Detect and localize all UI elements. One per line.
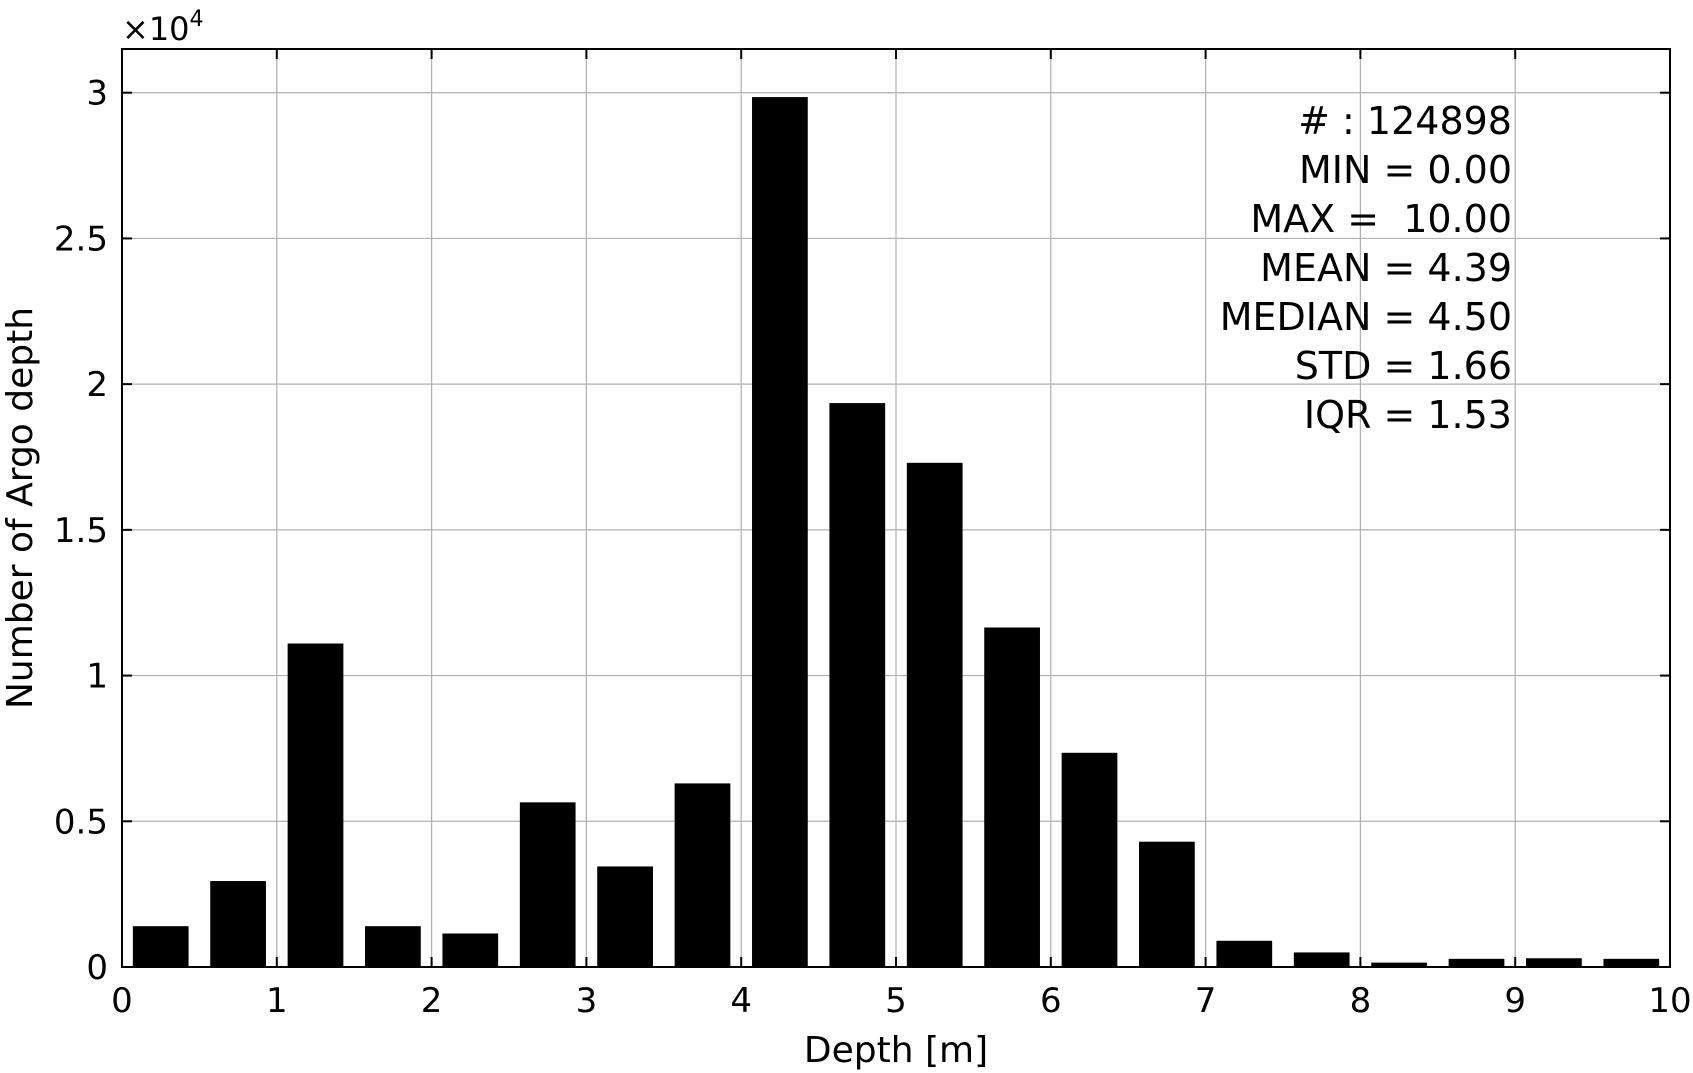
x-tick-label: 0 — [111, 981, 133, 1021]
histogram-bar — [1371, 962, 1427, 967]
x-tick-label: 10 — [1648, 981, 1691, 1021]
x-tick-labels: 0 1 2 3 4 5 6 7 8 9 10 — [111, 981, 1691, 1021]
histogram-bar — [1526, 958, 1582, 967]
histogram-bar — [442, 933, 499, 967]
histogram-bar — [829, 403, 886, 968]
stats-line: MEDIAN = 4.50 — [1220, 295, 1512, 339]
histogram-bar — [132, 926, 189, 967]
grid-lines — [122, 49, 1670, 967]
histogram-bar — [1061, 752, 1118, 967]
x-tick-label: 4 — [730, 981, 752, 1021]
y-multiplier-exponent: 4 — [190, 7, 204, 32]
y-tick-label: 2.5 — [54, 219, 108, 259]
stats-line: IQR = 1.53 — [1304, 393, 1512, 437]
histogram-bar — [984, 627, 1040, 967]
histogram-bar — [519, 802, 576, 967]
statistics-annotation: # : 124898 MIN = 0.00 MAX = 10.00 MEAN = 4.… — [1220, 99, 1512, 437]
x-tick-label: 1 — [266, 981, 288, 1021]
axis-ticks — [121, 49, 1671, 968]
y-axis-multiplier: ×104 — [122, 7, 204, 48]
stats-line: # : 124898 — [1298, 99, 1512, 143]
x-tick-label: 8 — [1350, 981, 1372, 1021]
x-tick-label: 5 — [885, 981, 907, 1021]
histogram-bar — [1216, 940, 1273, 967]
histogram-bar — [287, 643, 344, 967]
y-multiplier-base: ×10 — [122, 10, 190, 48]
histogram-bar — [1448, 958, 1505, 967]
y-tick-label: 2 — [86, 365, 108, 405]
bars — [132, 97, 1660, 968]
histogram-bar — [1139, 841, 1195, 967]
x-axis-label: Depth [m] — [804, 1030, 988, 1071]
stats-line: MAX = 10.00 — [1250, 197, 1512, 241]
x-tick-label: 6 — [1040, 981, 1062, 1021]
y-tick-label: 0 — [86, 948, 108, 988]
y-axis-label: Number of Argo depth — [0, 307, 41, 709]
y-tick-label: 1 — [86, 657, 108, 697]
histogram-bar — [752, 97, 808, 968]
histogram-bar — [1293, 952, 1350, 967]
histogram-bar — [1603, 958, 1660, 967]
x-tick-label: 2 — [421, 981, 443, 1021]
stats-line: STD = 1.66 — [1295, 344, 1512, 388]
y-tick-label: 3 — [86, 74, 108, 114]
histogram-bar — [674, 783, 731, 967]
y-tick-label: 1.5 — [54, 511, 108, 551]
x-tick-label: 3 — [576, 981, 598, 1021]
x-tick-label: 9 — [1504, 981, 1526, 1021]
y-tick-labels: 0 0.5 1 1.5 2 2.5 3 — [54, 74, 108, 988]
x-tick-label: 7 — [1195, 981, 1217, 1021]
histogram-bar — [597, 866, 653, 967]
stats-line: MEAN = 4.39 — [1260, 246, 1512, 290]
histogram-bar — [210, 881, 266, 967]
histogram-bar — [906, 462, 963, 967]
histogram-bar — [365, 926, 421, 967]
y-tick-label: 0.5 — [54, 802, 108, 842]
stats-line: MIN = 0.00 — [1299, 148, 1512, 192]
